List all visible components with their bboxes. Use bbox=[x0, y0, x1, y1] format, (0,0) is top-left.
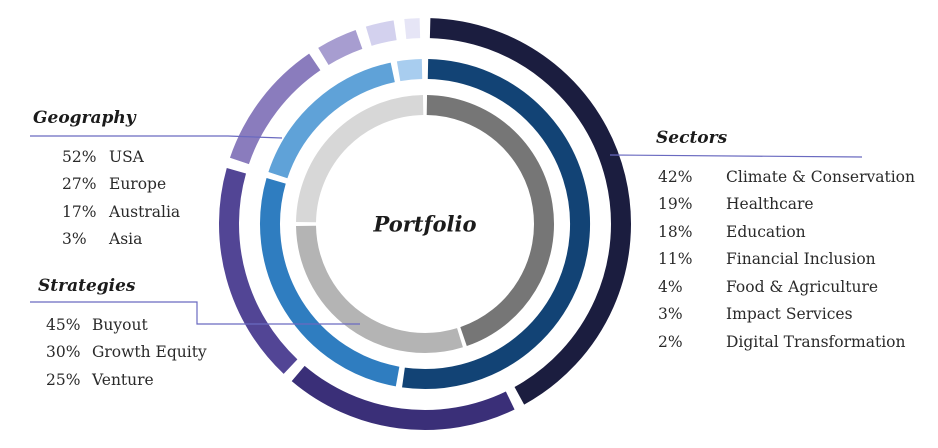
sectors-legend-label: Financial Inclusion bbox=[726, 250, 876, 269]
geography-legend-item: 27% Europe bbox=[62, 171, 180, 199]
geography-segment-europe bbox=[260, 178, 400, 387]
center-label: Portfolio bbox=[373, 211, 477, 237]
geography-legend-label: Australia bbox=[109, 202, 181, 221]
sectors-legend-item: 3% Impact Services bbox=[658, 301, 915, 329]
sectors-legend-item: 4% Food & Agriculture bbox=[658, 273, 915, 301]
sectors-legend-label: Digital Transformation bbox=[726, 332, 906, 351]
strategies-heading: Strategies bbox=[38, 276, 136, 296]
sectors-legend: 42% Climate & Conservation 19% Healthcare 18… bbox=[658, 163, 915, 356]
geography-legend-pct: 17% bbox=[62, 202, 97, 221]
strategies-legend-label: Venture bbox=[92, 370, 154, 389]
sectors-legend-label: Food & Agriculture bbox=[726, 277, 879, 296]
sectors-legend-pct: 3% bbox=[658, 305, 683, 324]
geography-segment-usa bbox=[402, 59, 591, 389]
sectors-segment-impact-services bbox=[365, 20, 397, 46]
strategies-legend-pct: 25% bbox=[46, 370, 81, 389]
strategies-legend-pct: 30% bbox=[46, 343, 81, 362]
sectors-legend-label: Education bbox=[726, 222, 806, 241]
strategies-legend-item: 30% Growth Equity bbox=[46, 339, 207, 367]
sectors-segment-digital-transformation bbox=[404, 18, 421, 39]
strategies-segment-venture bbox=[296, 95, 424, 223]
sectors-legend-label: Climate & Conservation bbox=[726, 167, 915, 186]
sectors-legend-pct: 11% bbox=[658, 250, 693, 269]
strategies-legend: 45% Buyout 30% Growth Equity 25% Venture bbox=[46, 311, 207, 394]
sectors-segment-food-agriculture bbox=[318, 30, 363, 66]
sectors-legend-label: Impact Services bbox=[726, 305, 853, 324]
sectors-legend-pct: 2% bbox=[658, 332, 683, 351]
strategies-legend-label: Buyout bbox=[92, 315, 148, 334]
sectors-legend-pct: 19% bbox=[658, 195, 693, 214]
sectors-legend-pct: 4% bbox=[658, 277, 683, 296]
strategies-connector-line bbox=[30, 301, 360, 325]
geography-heading: Geography bbox=[33, 108, 136, 128]
geography-legend-label: Asia bbox=[109, 230, 143, 249]
geography-segment-asia bbox=[396, 59, 423, 82]
strategies-segment-buyout bbox=[426, 95, 554, 347]
sectors-legend-label: Healthcare bbox=[726, 195, 814, 214]
sectors-segment-healthcare bbox=[291, 365, 515, 430]
sectors-legend-item: 11% Financial Inclusion bbox=[658, 246, 915, 274]
geography-segment-australia bbox=[268, 62, 395, 179]
geography-legend-pct: 52% bbox=[62, 147, 97, 166]
strategies-segment-growth-equity bbox=[296, 225, 463, 353]
sectors-legend-item: 18% Education bbox=[658, 218, 915, 246]
sectors-segment-financial-inclusion bbox=[229, 53, 321, 165]
geography-legend-item: 3% Asia bbox=[62, 226, 180, 254]
geography-legend-item: 17% Australia bbox=[62, 198, 180, 226]
sectors-connector-line bbox=[609, 154, 863, 158]
geography-legend-pct: 3% bbox=[62, 230, 87, 249]
strategies-legend-item: 25% Venture bbox=[46, 366, 207, 394]
geography-legend-pct: 27% bbox=[62, 175, 97, 194]
geography-legend-label: USA bbox=[109, 147, 144, 166]
sectors-legend-item: 42% Climate & Conservation bbox=[658, 163, 915, 191]
geography-legend-item: 52% USA bbox=[62, 143, 180, 171]
sectors-heading: Sectors bbox=[656, 128, 728, 148]
geography-connector-line bbox=[30, 135, 283, 139]
strategies-legend-pct: 45% bbox=[46, 315, 81, 334]
strategies-legend-label: Growth Equity bbox=[92, 343, 207, 362]
sectors-segment-education bbox=[219, 168, 298, 374]
sectors-segment-climate-conservation bbox=[429, 18, 631, 405]
sectors-legend-item: 2% Digital Transformation bbox=[658, 328, 915, 356]
geography-legend: 52% USA 27% Europe 17% Australia 3% Asia bbox=[62, 143, 180, 253]
geography-legend-label: Europe bbox=[109, 175, 167, 194]
sectors-legend-item: 19% Healthcare bbox=[658, 191, 915, 219]
sectors-legend-pct: 18% bbox=[658, 222, 693, 241]
strategies-legend-item: 45% Buyout bbox=[46, 311, 207, 339]
sectors-legend-pct: 42% bbox=[658, 167, 693, 186]
